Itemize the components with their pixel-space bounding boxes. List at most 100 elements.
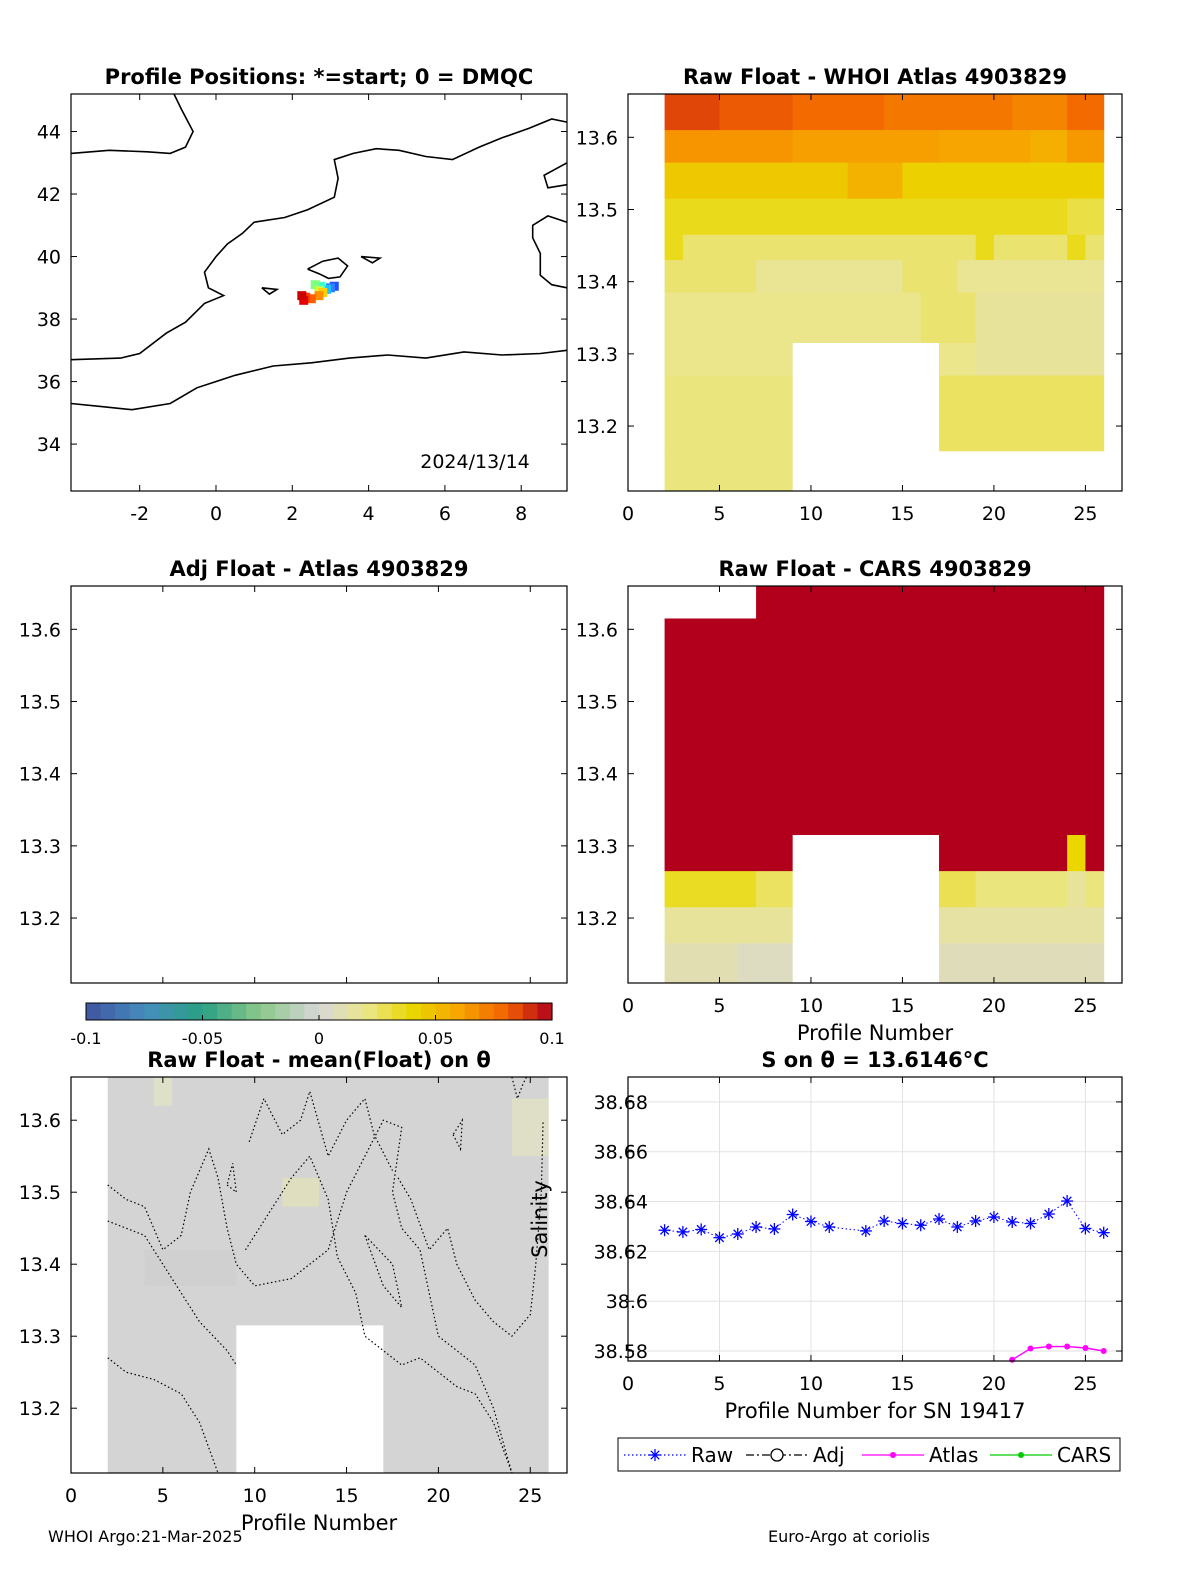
- data-point-star: [914, 1219, 927, 1232]
- map-panel: Profile Positions: *=start; 0 = DMQC 202…: [37, 65, 568, 525]
- footer-left: WHOI Argo:21-Mar-2025: [48, 1527, 243, 1546]
- heatmap-cell: [902, 260, 958, 293]
- raw-atlas-title: Raw Float - WHOI Atlas 4903829: [683, 65, 1067, 89]
- legend-marker-dot: [890, 1452, 896, 1458]
- colorbar-swatch: [493, 1003, 509, 1020]
- raw_atlas-xtick-label: 20: [982, 503, 1006, 525]
- colorbar-swatch: [333, 1003, 349, 1020]
- raw_cars-xtick-label: 5: [713, 995, 725, 1017]
- heatmap-cell: [719, 94, 794, 131]
- heatmap-cell: [792, 871, 940, 908]
- anomaly-ytick-label: 13.3: [19, 1326, 61, 1348]
- map-coastline: [70, 93, 568, 411]
- raw_atlas-ytick-label: 13.4: [576, 272, 618, 294]
- anomaly-xtick-label: 15: [334, 1485, 358, 1507]
- anomaly-contours: [107, 1076, 544, 1474]
- map-ytick-label: 42: [37, 184, 61, 206]
- data-point-star: [649, 1449, 661, 1461]
- map-ytick-label: 34: [37, 434, 61, 456]
- heatmap-cell: [664, 260, 757, 293]
- heatmap-cell: [664, 586, 757, 619]
- raw-atlas-axes-box: [627, 93, 1123, 492]
- legend-marker-dot: [1018, 1452, 1024, 1458]
- raw_atlas-xtick-label: 10: [799, 503, 823, 525]
- heatmap-cell: [939, 871, 977, 908]
- legend-label: CARS: [1057, 1443, 1111, 1467]
- anomaly-axes-box: [70, 1076, 568, 1474]
- data-point-star: [987, 1211, 1000, 1224]
- heatmap-cell: [920, 292, 977, 344]
- footer-right: Euro-Argo at coriolis: [768, 1527, 930, 1546]
- colorbar-swatch: [289, 1003, 306, 1020]
- heatmap-cell: [939, 375, 1105, 452]
- raw_atlas-xtick-label: 25: [1073, 503, 1097, 525]
- adj-atlas-ticks: 13.2 13.3 13.4 13.5 13.6: [19, 586, 567, 983]
- anomaly-contour-line: [107, 1119, 513, 1474]
- data-point-star: [658, 1224, 671, 1237]
- heatmap-cell: [792, 451, 1105, 492]
- colorbar-swatch: [100, 1003, 116, 1020]
- raw_cars-ytick-label: 13.4: [576, 764, 618, 786]
- colorbar-ticks: -0.1 -0.05 0 0.05 0.1: [70, 1015, 565, 1048]
- data-point-star: [1097, 1226, 1110, 1239]
- colorbar-swatch: [187, 1003, 204, 1020]
- colorbar-swatch: [246, 1003, 262, 1020]
- salinity-series: [658, 1195, 1110, 1363]
- data-point-star: [1006, 1215, 1019, 1228]
- heatmap-cell: [975, 871, 1068, 908]
- salinity-legend: Raw Adj Atlas CARS: [617, 1437, 1121, 1472]
- adj-atlas-title: Adj Float - Atlas 4903829: [169, 557, 468, 581]
- colorbar-swatch: [348, 1003, 364, 1020]
- heatmap-cell: [1067, 130, 1105, 164]
- adj_atlas-ytick-label: 13.5: [19, 691, 61, 713]
- heatmap-cell: [756, 871, 794, 908]
- heatmap-cell: [939, 130, 1032, 164]
- salinity-axes-box: [627, 1076, 1123, 1362]
- colorbar-swatch: [86, 1003, 102, 1020]
- salinity-ticks: 0 5 10 15 20 25 38.58 38.6 38.62 38.64 38.66 38.68: [594, 1077, 1122, 1395]
- map-title: Profile Positions: *=start; 0 = DMQC: [105, 65, 534, 89]
- salinity-xlabel: Profile Number for SN 19417: [724, 1399, 1025, 1423]
- raw-atlas-panel: Raw Float - WHOI Atlas 4903829 0 5 10 15 20 2…: [576, 65, 1123, 525]
- data-point-star: [804, 1215, 817, 1228]
- heatmap-cell: [664, 292, 922, 344]
- raw_cars-ytick-label: 13.3: [576, 836, 618, 858]
- raw_cars-ytick-label: 13.2: [576, 908, 618, 930]
- heatmap-cell: [1030, 130, 1068, 164]
- anomaly-xtick-label: 20: [426, 1485, 450, 1507]
- colorbar-swatch: [129, 1003, 145, 1020]
- raw-cars-title: Raw Float - CARS 4903829: [718, 557, 1031, 581]
- raw_cars-xtick-label: 0: [622, 995, 634, 1017]
- heatmap-cell: [792, 375, 940, 452]
- profile-position-marker: [310, 280, 320, 290]
- salinity-ylabel: Salinity: [528, 1180, 552, 1258]
- raw_atlas-xtick-label: 0: [622, 503, 634, 525]
- map-axes-box: [70, 93, 568, 492]
- salinity-title: S on θ = 13.6146°C: [761, 1048, 988, 1072]
- legend-label: Atlas: [929, 1443, 978, 1467]
- data-point-star: [896, 1217, 909, 1230]
- salinity-xtick-label: 5: [713, 1373, 725, 1395]
- heatmap-cell: [957, 260, 1105, 293]
- data-point-star: [676, 1225, 689, 1238]
- anomaly-patch: [144, 1249, 237, 1286]
- heatmap-cell: [939, 943, 1105, 984]
- colorbar-tick-label: 0: [314, 1029, 324, 1048]
- heatmap-cell: [1067, 94, 1105, 131]
- colorbar: -0.1 -0.05 0 0.05 0.1: [70, 1002, 565, 1048]
- anomaly-contour-line: [452, 1117, 464, 1152]
- colorbar-swatch: [420, 1003, 437, 1020]
- raw_cars-ytick-label: 13.5: [576, 691, 618, 713]
- heatmap-cell: [756, 586, 1105, 619]
- salinity-xtick-label: 25: [1073, 1373, 1097, 1395]
- map-xtick-label: 4: [363, 503, 375, 525]
- raw_cars-xtick-label: 25: [1073, 995, 1097, 1017]
- salinity-grid: [627, 1077, 1122, 1361]
- coastline-segment: [70, 118, 568, 361]
- heatmap-cell: [664, 375, 794, 452]
- salinity-ytick-label: 38.58: [594, 1341, 648, 1363]
- heatmap-cell: [975, 234, 995, 261]
- adj_atlas-ytick-label: 13.4: [19, 764, 61, 786]
- map-ytick-label: 44: [37, 122, 61, 144]
- data-point-star: [750, 1220, 763, 1233]
